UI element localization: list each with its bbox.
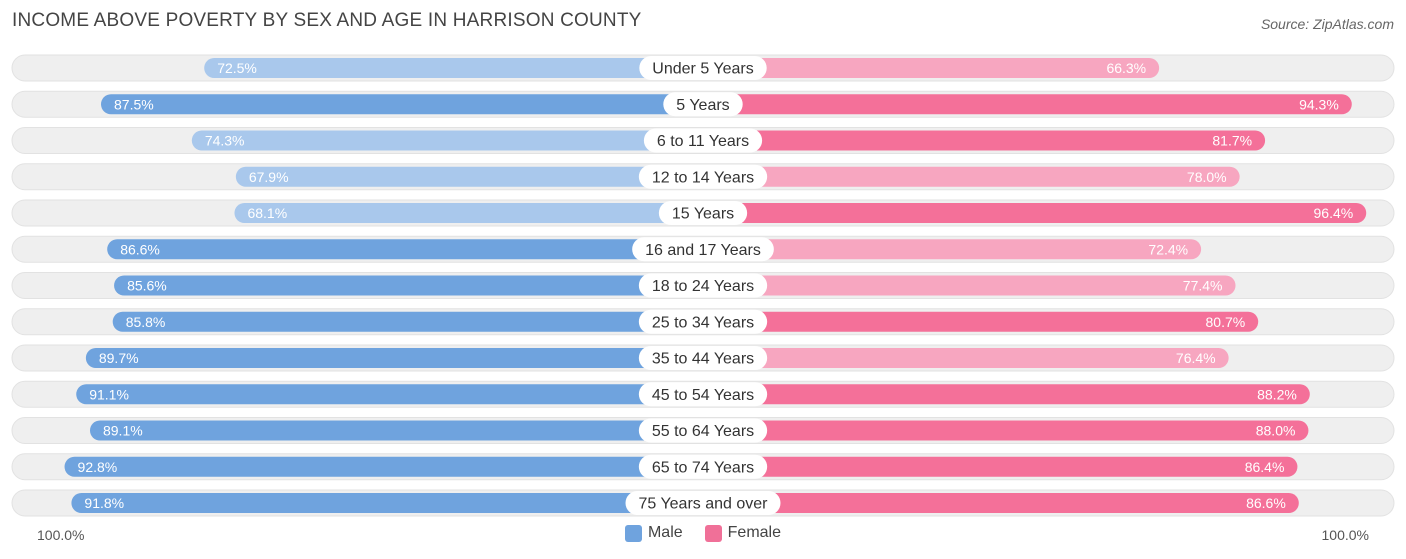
category-pill [643,128,763,153]
male-bar [234,203,704,223]
female-value-label: 77.4% [1183,278,1223,294]
male-bar [64,456,703,477]
female-value-label: 80.7% [1206,314,1246,330]
chart-area: 72.5% 66.3% Under 5 Years 87.5% 94.3% 5 Years… [11,54,1395,517]
male-value-label: 86.6% [120,241,160,257]
category-label: 35 to 44 Years [652,351,754,368]
female-value-label: 88.0% [1256,423,1296,439]
female-value-label: 66.3% [1106,60,1146,76]
female-value-label: 96.4% [1314,205,1354,221]
male-value-label: 68.1% [247,205,287,221]
female-value-label: 86.4% [1245,459,1285,475]
female-bar [703,420,1309,441]
male-value-label: 67.9% [249,169,289,185]
female-bar [703,311,1259,332]
female-value-label: 78.0% [1187,169,1227,185]
female-bar [703,58,1160,78]
category-pill [638,418,768,443]
female-value-label: 72.4% [1148,241,1188,257]
female-value-label: 81.7% [1212,133,1252,149]
legend: Male Female [0,524,1406,542]
female-bar [703,275,1236,296]
category-label: 15 Years [672,206,734,223]
male-value-label: 91.1% [89,386,129,402]
category-pill [638,382,768,407]
female-bar [703,166,1240,187]
male-bar [89,420,703,441]
female-bar [703,130,1266,151]
category-label: 18 to 24 Years [652,278,754,295]
male-value-label: 91.8% [84,495,124,511]
category-pill [639,56,767,80]
female-value-label: 86.6% [1246,495,1286,511]
male-value-label: 85.8% [126,314,166,330]
female-bar [703,94,1352,115]
category-pill [638,346,768,370]
male-bar [85,348,703,368]
female-bar [703,493,1299,513]
female-value-label: 94.3% [1299,96,1339,112]
male-value-label: 89.7% [99,350,139,366]
female-bar [703,203,1367,223]
source-label: Source: ZipAtlas.com [1260,16,1394,32]
legend-item-male: Male [624,524,683,542]
female-value-label: 76.4% [1176,350,1216,366]
category-pill [638,164,768,189]
axis-right-label: 100.0% [1321,527,1369,543]
female-bar [703,348,1229,368]
axis-left-label: 100.0% [37,527,85,543]
category-label: 5 Years [676,97,729,114]
male-bar [114,275,703,296]
male-bar [191,130,704,151]
male-bar [204,58,703,78]
male-value-label: 92.8% [78,459,118,475]
male-bar [71,493,703,513]
male-bar [112,311,704,332]
category-pill [632,237,774,262]
female-value-label: 88.2% [1257,386,1297,402]
category-label: 55 to 64 Years [652,423,754,440]
category-pill [638,273,768,298]
category-pill [658,201,748,225]
male-value-label: 74.3% [205,133,245,149]
male-bar [101,94,703,115]
female-bar [703,384,1310,405]
category-label: 25 to 34 Years [652,314,754,331]
category-label: 16 and 17 Years [645,242,761,259]
female-bar [703,456,1298,477]
male-value-label: 87.5% [114,96,154,112]
female-bar [703,239,1202,260]
legend-swatch-male [624,524,642,542]
category-pill [625,491,781,515]
male-bar [107,239,703,260]
category-label: Under 5 Years [652,61,753,78]
legend-swatch-female [704,524,722,542]
male-bar [76,384,704,405]
category-label: 65 to 74 Years [652,459,754,476]
legend-label-male: Male [647,524,683,541]
male-value-label: 89.1% [103,423,143,439]
male-value-label: 72.5% [217,60,257,76]
category-label: 45 to 54 Years [652,387,754,404]
chart-title: INCOME ABOVE POVERTY BY SEX AND AGE IN H… [12,10,642,31]
category-pill [638,309,768,334]
category-pill [663,92,743,117]
legend-item-female: Female [704,524,782,542]
male-value-label: 85.6% [127,278,167,294]
category-pill [638,454,768,479]
male-bar [235,166,703,187]
legend-label-female: Female [727,524,782,541]
category-label: 6 to 11 Years [657,133,749,150]
category-label: 75 Years and over [639,496,769,513]
category-label: 12 to 14 Years [652,169,754,186]
